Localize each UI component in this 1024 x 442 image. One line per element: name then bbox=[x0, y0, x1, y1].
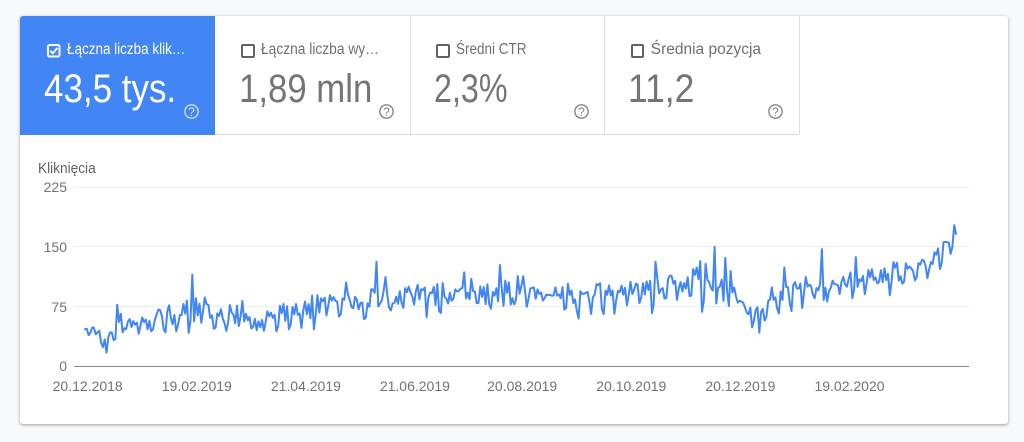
svg-text:?: ? bbox=[772, 105, 779, 119]
svg-text:?: ? bbox=[188, 105, 195, 119]
svg-text:?: ? bbox=[383, 105, 390, 119]
svg-text:?: ? bbox=[578, 105, 585, 119]
